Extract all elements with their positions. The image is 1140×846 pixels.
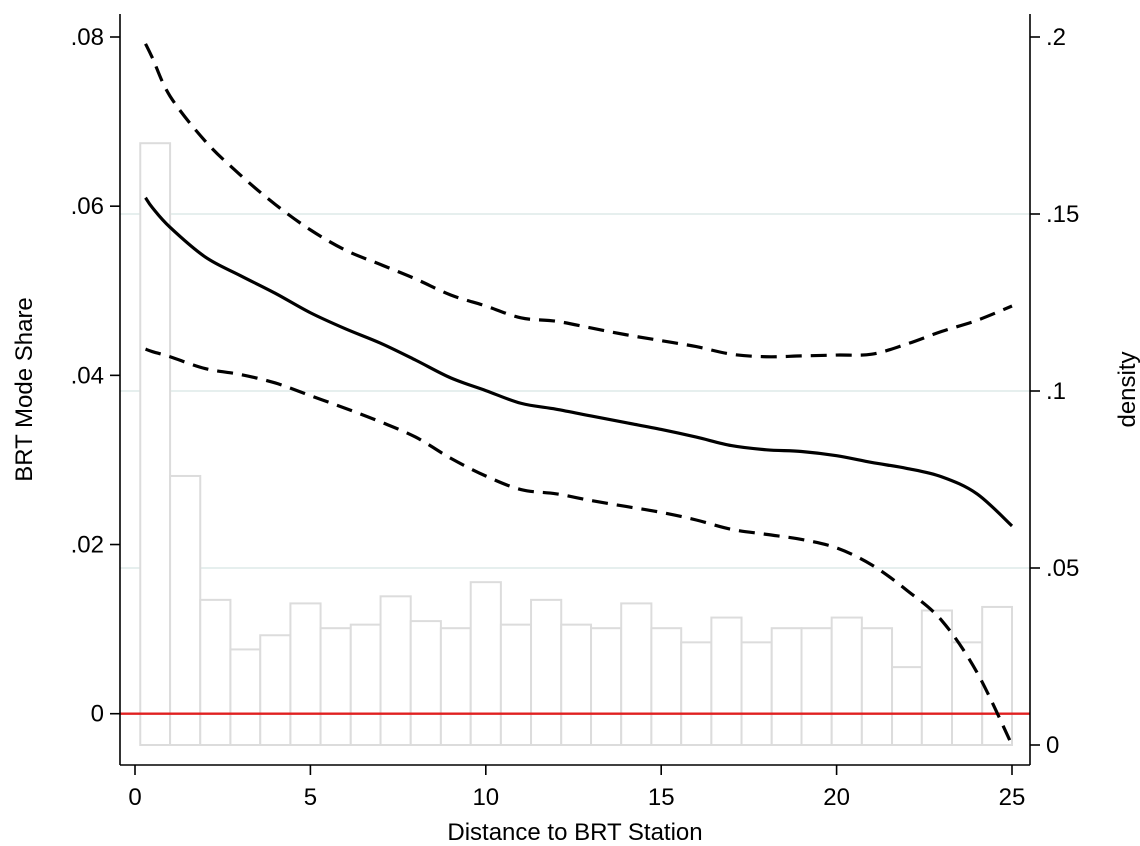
x-tick-label: 15: [648, 784, 675, 811]
x-tick-label: 5: [304, 784, 317, 811]
histogram-bar: [439, 627, 472, 746]
x-tick-label: 0: [128, 784, 141, 811]
y2-tick-label: .2: [1046, 24, 1066, 51]
histogram-bar: [139, 142, 172, 746]
histogram-bar: [951, 641, 984, 747]
histogram-bar: [319, 627, 352, 746]
histogram-bar: [259, 634, 292, 747]
tick-labels: 0 .02 .04 .06 .08 0 .05 .1 .15 .2 0 5 10 15 20 25: [71, 24, 1080, 811]
y2-tick-label: .1: [1046, 378, 1066, 405]
gridlines: [120, 213, 1030, 569]
x-axis-title: Distance to BRT Station: [447, 819, 702, 846]
histogram-bar: [560, 623, 593, 747]
histogram-bar: [530, 598, 563, 746]
histogram-bar: [499, 623, 533, 747]
histogram-bar: [169, 474, 202, 746]
y-tick-label: 0: [91, 701, 104, 728]
upper-ci-line: [144, 43, 1013, 359]
x-tick-label: 25: [999, 784, 1026, 811]
x-tick-label: 20: [823, 784, 850, 811]
histogram-bar: [469, 581, 502, 746]
histogram-bar: [199, 598, 232, 746]
histogram-bar: [409, 620, 442, 746]
histogram-bar: [590, 627, 623, 746]
histogram-bar: [920, 609, 954, 746]
histogram-bar: [229, 648, 262, 746]
histogram-bar: [770, 627, 803, 746]
x-tick-label: 10: [472, 784, 499, 811]
histogram-bar: [620, 602, 653, 747]
y2-tick-label: 0: [1046, 732, 1059, 759]
y-tick-label: .02: [71, 532, 104, 559]
histogram-bar: [289, 602, 322, 747]
y2-axis-title: density: [1114, 351, 1140, 427]
histogram-bar: [860, 627, 894, 746]
fitted-line: [144, 196, 1014, 528]
histogram-bar: [891, 666, 923, 746]
histogram-bar: [379, 595, 412, 746]
histogram-bar: [981, 605, 1014, 746]
histogram-bar: [830, 616, 863, 746]
y-tick-label: .04: [71, 362, 104, 389]
density-histogram: [139, 142, 1014, 747]
axes: [110, 14, 1040, 775]
y2-tick-label: .15: [1046, 201, 1079, 228]
y-tick-label: .06: [71, 193, 104, 220]
lower-ci-line: [144, 347, 1014, 746]
series-lines: [144, 43, 1014, 746]
y-axis-title: BRT Mode Share: [11, 297, 38, 482]
histogram-bar: [680, 641, 713, 747]
histogram-bar: [740, 641, 773, 747]
histogram-bar: [800, 627, 833, 746]
histogram-bar: [710, 616, 743, 746]
y2-tick-label: .05: [1046, 555, 1079, 582]
histogram-bar: [650, 627, 683, 746]
y-tick-label: .08: [71, 24, 104, 51]
histogram-bar: [349, 623, 382, 747]
